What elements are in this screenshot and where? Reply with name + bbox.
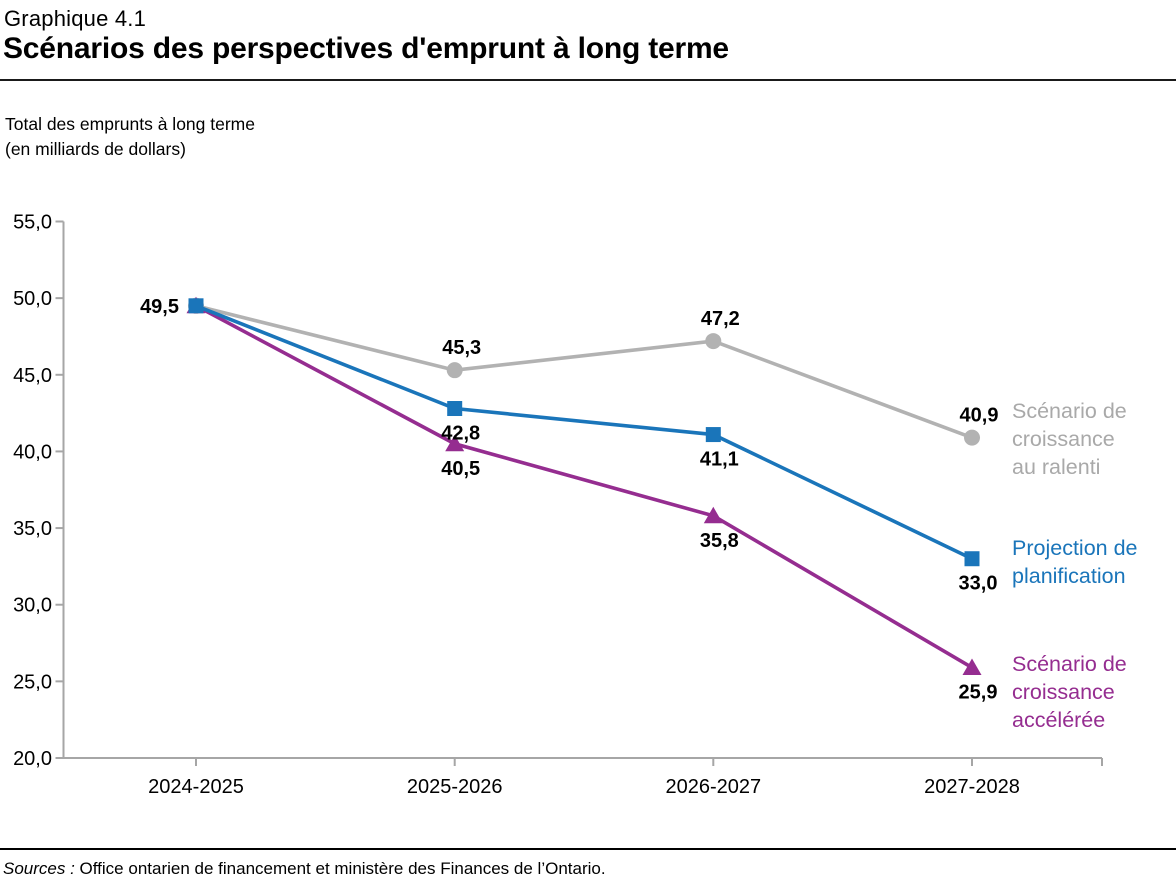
point-value-label: 33,0 <box>959 573 998 595</box>
point-value-label: 41,1 <box>700 449 739 471</box>
y-tick-label: 45,0 <box>13 365 52 387</box>
x-tick-label: 2025-2026 <box>407 776 503 798</box>
point-marker-square <box>964 551 980 567</box>
axis-unit-caption-line1: Total des emprunts à long terme <box>5 114 255 134</box>
series-line <box>195 304 973 561</box>
legend-planning-projection: Projection de planification <box>1012 536 1138 588</box>
page-title: Scénarios des perspectives d'emprunt à l… <box>3 32 729 65</box>
legend-accelerated-growth-scenario: Scénario de croissance accélérée <box>1012 652 1127 732</box>
sources-note: Sources : Office ontarien de financement… <box>3 859 606 879</box>
y-tick-label: 50,0 <box>13 288 52 310</box>
line-chart: 20,0 25,0 30,0 35,0 40,0 45,0 50,0 55,0 2024-202… <box>13 212 1103 798</box>
axis-unit-caption-line2: (en milliards de dollars) <box>5 139 186 159</box>
point-value-label: 49,5 <box>140 296 179 318</box>
series-line <box>195 304 973 440</box>
point-value-label: 25,9 <box>959 682 998 704</box>
x-tick-label: 2024-2025 <box>148 776 244 798</box>
point-marker-circle <box>964 429 980 446</box>
chart-number: Graphique 4.1 <box>4 6 147 31</box>
sources-text: Office ontarien de financement et minist… <box>79 859 606 878</box>
y-tick-label: 35,0 <box>13 518 52 540</box>
point-value-label: 40,5 <box>441 458 480 480</box>
footer-divider <box>0 848 1176 850</box>
x-tick-label: 2026-2027 <box>665 776 761 798</box>
series-line <box>195 304 973 670</box>
point-marker-triangle <box>703 506 723 524</box>
point-value-label: 35,8 <box>700 530 739 552</box>
point-marker-square <box>705 427 721 443</box>
point-marker-circle <box>446 362 463 379</box>
y-tick-label: 40,0 <box>13 441 52 463</box>
point-value-label: 42,8 <box>441 423 480 445</box>
y-tick-label: 55,0 <box>13 212 52 234</box>
x-tick-label: 2027-2028 <box>924 776 1020 798</box>
header-divider <box>0 79 1176 81</box>
point-marker-triangle <box>962 658 982 676</box>
point-value-label: 40,9 <box>960 405 999 427</box>
y-tick-label: 30,0 <box>13 595 52 617</box>
point-value-label: 45,3 <box>442 337 481 359</box>
sources-label: Sources : <box>3 859 75 878</box>
axis-unit-caption: Total des emprunts à long terme (en mill… <box>5 112 255 162</box>
point-marker-square <box>188 298 204 314</box>
legend-slow-growth-scenario: Scénario de croissance au ralenti <box>1012 399 1127 479</box>
y-tick-label: 25,0 <box>13 671 52 693</box>
point-marker-circle <box>705 333 722 350</box>
point-marker-triangle <box>445 434 465 452</box>
point-marker-square <box>447 401 463 417</box>
point-value-label: 47,2 <box>701 308 740 330</box>
y-tick-label: 20,0 <box>13 748 52 770</box>
